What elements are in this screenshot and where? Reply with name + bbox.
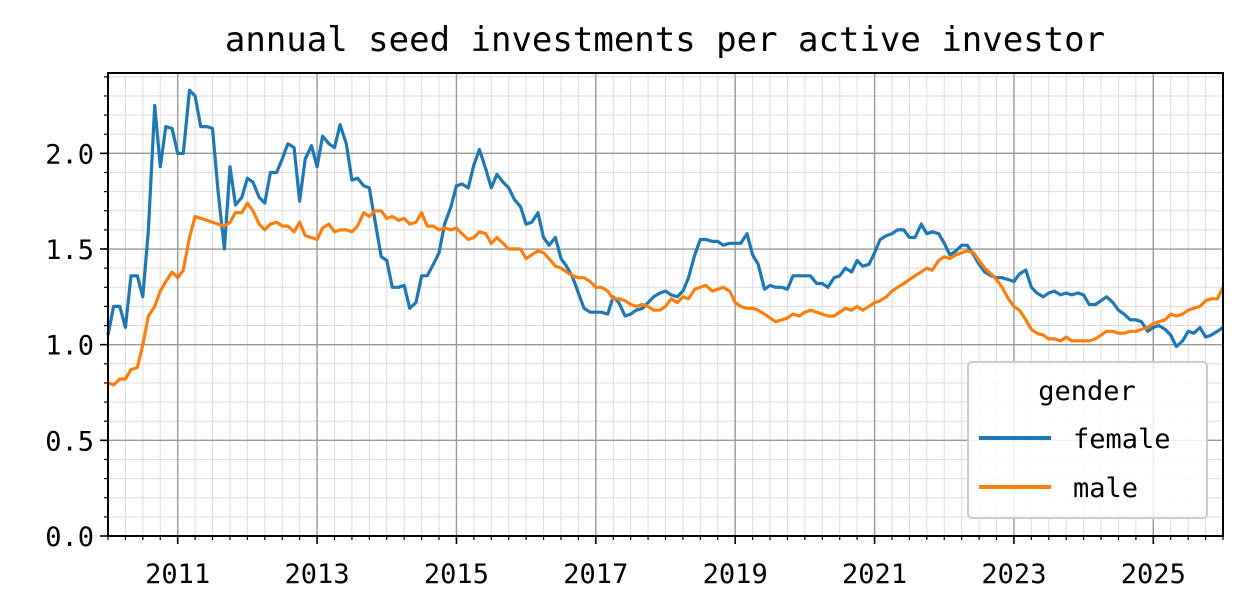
y-axis-tick-labels: 0.0 0.5 1.0 1.5 2.0 xyxy=(45,139,94,553)
x-tick-label: 2011 xyxy=(145,559,210,590)
legend-label-male: male xyxy=(1073,473,1138,504)
legend-label-female: female xyxy=(1073,424,1171,455)
y-tick-label: 0.5 xyxy=(45,426,94,457)
legend-title: gender xyxy=(1038,376,1136,407)
legend-box xyxy=(967,361,1208,519)
y-tick-label: 0.0 xyxy=(45,522,94,553)
series-layer xyxy=(106,88,1225,387)
y-tick-label: 2.0 xyxy=(45,139,94,170)
minor-grid xyxy=(107,73,1224,536)
y-tick-label: 1.0 xyxy=(45,331,94,362)
x-tick-label: 2025 xyxy=(1121,559,1186,590)
x-axis-tick-labels: 2011 2013 2015 2017 2019 2021 2023 2025 xyxy=(145,559,1186,590)
chart-title: annual seed investments per active inves… xyxy=(225,20,1105,60)
x-tick-label: 2023 xyxy=(981,559,1046,590)
axis-ticks xyxy=(100,76,1224,544)
x-tick-label: 2021 xyxy=(842,559,907,590)
legend: gender female male xyxy=(967,361,1208,519)
series-line-female xyxy=(106,88,1224,349)
x-tick-label: 2013 xyxy=(285,559,350,590)
x-tick-label: 2017 xyxy=(563,559,628,590)
series-line-male xyxy=(107,201,1225,387)
x-tick-label: 2015 xyxy=(424,559,489,590)
y-tick-label: 1.5 xyxy=(45,235,94,266)
x-tick-label: 2019 xyxy=(703,559,768,590)
